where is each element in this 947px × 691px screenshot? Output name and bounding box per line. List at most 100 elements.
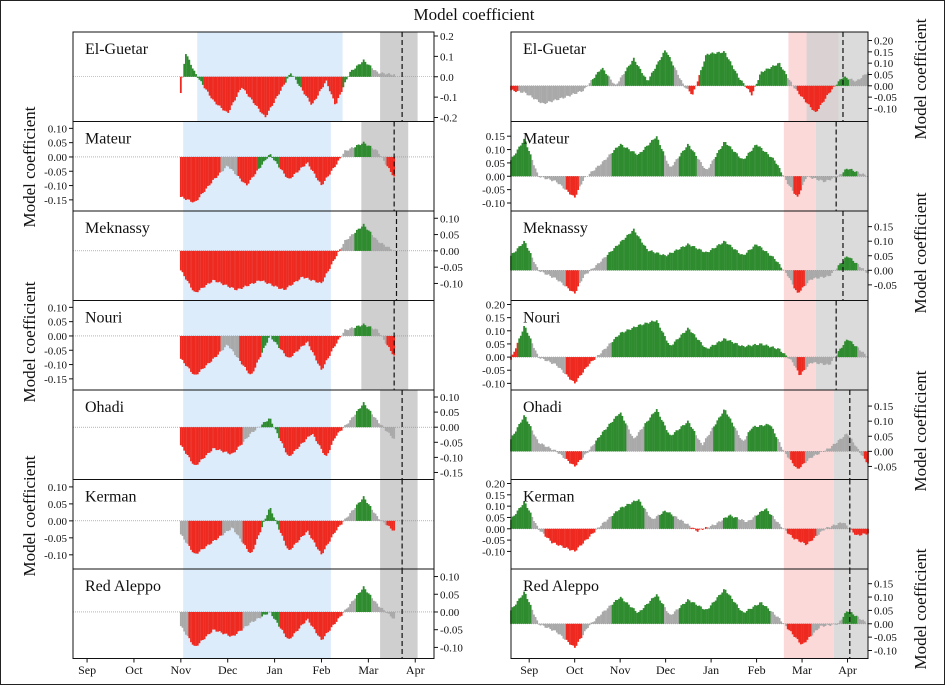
bar [638, 499, 640, 528]
bar [322, 251, 324, 282]
bar [329, 336, 331, 356]
bar [209, 251, 211, 284]
bar [215, 77, 217, 105]
grey-window [816, 122, 868, 212]
bar [684, 247, 686, 270]
bar [752, 86, 754, 91]
bar [770, 426, 772, 451]
bar [564, 451, 566, 459]
bar [300, 77, 302, 87]
bar [585, 270, 587, 273]
bar [548, 86, 550, 101]
bar [385, 247, 387, 251]
bar [700, 70, 702, 86]
bar [746, 86, 748, 88]
y-tick-label: 0.15 [486, 131, 506, 143]
bar [792, 357, 794, 362]
bar [246, 612, 248, 626]
bar [829, 448, 831, 451]
y-tick-label: 0.00 [440, 607, 460, 619]
bar [182, 521, 184, 536]
bar [774, 66, 776, 86]
bar [628, 504, 630, 529]
bar [370, 326, 372, 336]
bar [572, 451, 574, 464]
y-tick-label: -0.10 [44, 360, 67, 372]
bar [563, 529, 565, 548]
bar [285, 251, 287, 290]
bar [762, 250, 764, 270]
bar [617, 147, 619, 176]
bar [782, 623, 784, 624]
bar [854, 172, 856, 176]
bar [613, 248, 615, 270]
bar [232, 336, 234, 351]
bar [621, 507, 623, 529]
bar [772, 158, 774, 177]
bar [644, 147, 646, 176]
bar [312, 157, 314, 171]
bar [388, 247, 390, 251]
bar [319, 612, 321, 637]
bar [697, 529, 699, 532]
bar [792, 451, 794, 463]
bar [386, 521, 388, 526]
bar [608, 606, 610, 624]
bar [636, 501, 638, 529]
bar [297, 427, 299, 449]
bar [200, 336, 202, 369]
bar [815, 270, 817, 277]
bar [857, 172, 859, 177]
bar [300, 427, 302, 443]
bar [526, 86, 528, 95]
bar [648, 421, 650, 452]
x-tick-label: Nov [610, 663, 631, 677]
bar [582, 451, 584, 457]
bar [626, 147, 628, 176]
bar [535, 523, 537, 529]
bar [597, 72, 599, 86]
bar [707, 609, 709, 624]
bar [710, 605, 712, 623]
bar [712, 52, 714, 85]
bar [202, 251, 204, 288]
bar [390, 521, 392, 529]
bar [268, 336, 270, 338]
bar [523, 592, 525, 624]
bar [782, 528, 784, 529]
bar [857, 617, 859, 624]
bar [187, 336, 189, 367]
bar [721, 520, 723, 528]
bar [847, 435, 849, 451]
bar [846, 169, 848, 177]
bar [388, 157, 390, 168]
bar [847, 80, 849, 86]
bar [523, 241, 525, 270]
bar [856, 346, 858, 357]
bar [239, 77, 241, 90]
bar [757, 345, 759, 357]
bar [815, 86, 817, 112]
bar [385, 427, 387, 431]
bar [265, 77, 267, 117]
bar [322, 427, 324, 453]
y-tick-label: -0.10 [874, 103, 897, 115]
bar [193, 427, 195, 465]
bar [851, 79, 853, 86]
x-tick-label: Apr [406, 663, 425, 677]
bar [309, 336, 311, 346]
bar [315, 521, 317, 547]
bar [561, 529, 563, 546]
bar [246, 521, 248, 549]
bar [636, 235, 638, 270]
bar [378, 519, 380, 521]
bar [275, 251, 277, 286]
bar [239, 336, 241, 361]
bar [823, 86, 825, 102]
bar [646, 146, 648, 176]
bar [356, 230, 358, 251]
bar [612, 342, 614, 357]
bar [705, 252, 707, 271]
bar [212, 251, 214, 280]
bar [354, 233, 356, 251]
